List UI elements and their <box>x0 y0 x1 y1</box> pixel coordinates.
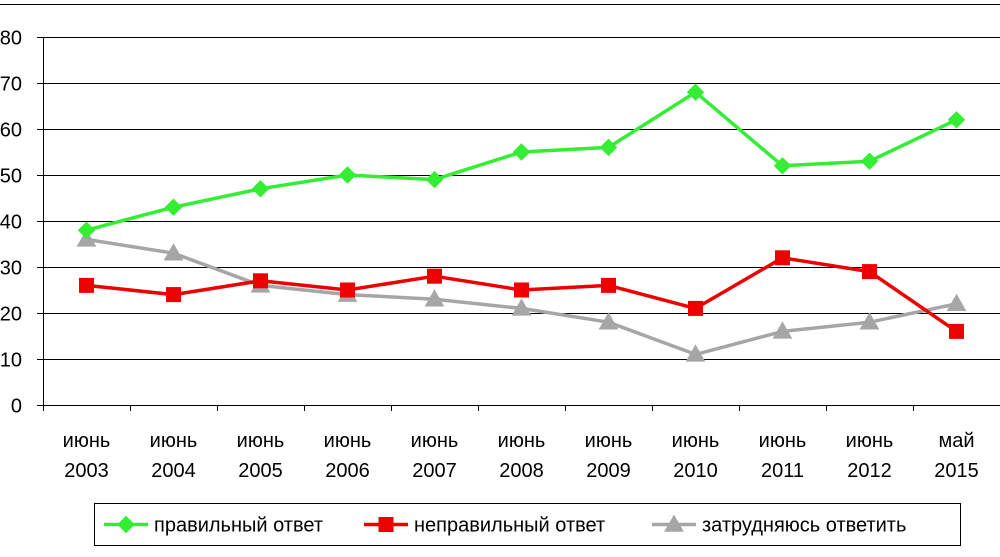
legend-entry: правильный ответ <box>104 515 323 537</box>
x-tick-label: июнь <box>150 430 198 452</box>
data-point <box>163 243 184 261</box>
data-point <box>685 344 706 362</box>
legend-entry: затрудняюсь ответить <box>652 514 906 537</box>
y-tick-label: 70 <box>0 74 22 96</box>
data-point <box>253 273 268 289</box>
legend-swatch-marker <box>117 515 135 534</box>
x-tick-label: 2011 <box>761 460 804 482</box>
data-point <box>860 152 879 170</box>
data-point <box>862 264 877 280</box>
x-tick-label: 2004 <box>151 460 196 482</box>
data-point <box>338 166 357 184</box>
legend-label: неправильный ответ <box>414 515 605 537</box>
x-tick-label: июнь <box>63 430 111 452</box>
x-tick-label: 2008 <box>499 460 544 482</box>
data-point <box>947 111 966 129</box>
data-point <box>514 282 529 298</box>
data-point <box>686 83 705 101</box>
data-point <box>772 321 793 339</box>
y-tick-labels: 0 10 20 30 40 50 60 70 80 <box>0 28 22 418</box>
data-point <box>598 312 619 330</box>
legend-label: затрудняюсь ответить <box>702 515 906 537</box>
data-point <box>79 277 94 293</box>
x-tick-label: июнь <box>324 430 372 452</box>
y-tick-label: 0 <box>11 396 22 418</box>
data-point <box>251 180 270 198</box>
data-point <box>599 138 618 157</box>
x-tick-label: июнь <box>846 430 894 452</box>
data-point <box>427 268 442 284</box>
x-tick-label: 2015 <box>934 460 979 482</box>
axes <box>0 4 1000 411</box>
data-point <box>425 170 444 189</box>
series <box>76 83 967 362</box>
data-point <box>775 250 790 266</box>
x-tick-label: 2003 <box>64 460 109 482</box>
legend: правильный ответ неправильный ответ затруд… <box>94 503 961 546</box>
data-point <box>773 157 792 175</box>
series-1 <box>79 250 964 339</box>
x-tick-label: 2005 <box>238 460 283 482</box>
x-tick-label: 2012 <box>847 460 892 482</box>
data-point <box>688 300 703 316</box>
data-point <box>424 289 445 307</box>
data-point <box>512 143 531 161</box>
data-point <box>166 287 181 303</box>
x-tick-label: май <box>938 430 974 452</box>
y-tick-label: 80 <box>0 28 22 50</box>
x-tick-label: июнь <box>498 430 546 452</box>
y-tick-label: 30 <box>0 258 22 280</box>
data-point <box>859 312 880 330</box>
data-point <box>164 198 183 216</box>
data-point <box>949 323 964 339</box>
data-point <box>946 293 967 312</box>
x-tick-label: июнь <box>585 430 633 452</box>
legend-swatch-marker <box>378 517 394 532</box>
x-tick-labels: июнь 2003 июнь 2004 июнь 2005 июнь 2006 июнь 2007… <box>63 430 979 482</box>
y-tick-label: 40 <box>0 212 22 234</box>
y-tick-label: 60 <box>0 120 22 142</box>
data-point <box>601 277 616 293</box>
x-tick-label: июнь <box>411 430 459 452</box>
legend-swatch-marker <box>664 514 684 532</box>
legend-entry: неправильный ответ <box>364 515 605 537</box>
x-tick-label: 2007 <box>412 460 457 482</box>
x-tick-label: июнь <box>672 430 720 452</box>
series-line <box>86 90 958 232</box>
y-tick-label: 20 <box>0 304 22 326</box>
x-tick-label: 2006 <box>325 460 370 482</box>
y-tick-label: 50 <box>0 166 22 188</box>
x-tick-label: июнь <box>237 430 285 452</box>
x-tick-label: 2010 <box>673 460 718 482</box>
gridlines <box>43 37 1000 360</box>
data-point <box>340 282 355 298</box>
x-tick-label: 2009 <box>586 460 631 482</box>
x-tick-label: июнь <box>759 430 807 452</box>
legend-box <box>94 503 961 546</box>
series-0 <box>77 83 966 239</box>
y-tick-label: 10 <box>0 350 22 372</box>
data-point <box>511 298 532 316</box>
data-point <box>77 221 96 239</box>
legend-label: правильный ответ <box>154 515 323 537</box>
